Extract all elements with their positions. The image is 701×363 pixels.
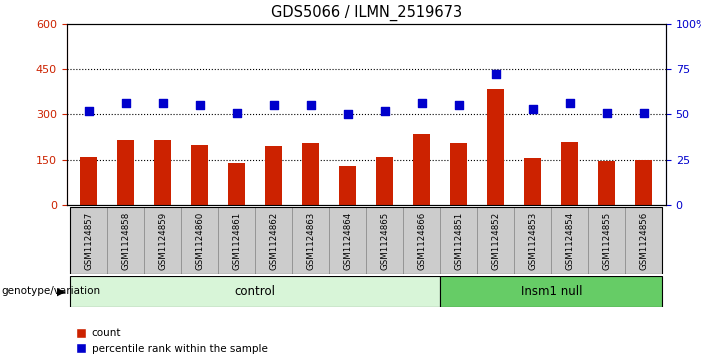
Bar xyxy=(635,160,652,205)
Bar xyxy=(599,161,615,205)
Text: GSM1124858: GSM1124858 xyxy=(121,211,130,270)
Bar xyxy=(266,146,282,205)
Text: GSM1124852: GSM1124852 xyxy=(491,211,501,270)
Point xyxy=(83,108,95,114)
Text: Insm1 null: Insm1 null xyxy=(521,285,582,298)
Bar xyxy=(524,158,541,205)
Text: control: control xyxy=(235,285,275,298)
Bar xyxy=(339,166,356,205)
Bar xyxy=(625,207,662,274)
Point xyxy=(601,110,613,115)
Text: GSM1124857: GSM1124857 xyxy=(84,211,93,270)
Legend: count, percentile rank within the sample: count, percentile rank within the sample xyxy=(72,324,271,358)
Point xyxy=(379,108,390,114)
Point xyxy=(564,101,576,106)
Point xyxy=(638,110,649,115)
Bar xyxy=(70,276,440,307)
Bar xyxy=(403,207,440,274)
Point xyxy=(231,110,243,115)
Bar xyxy=(588,207,625,274)
Point xyxy=(194,102,205,108)
Text: GSM1124864: GSM1124864 xyxy=(343,211,353,270)
Bar xyxy=(376,157,393,205)
Point xyxy=(305,102,316,108)
Point xyxy=(342,111,353,117)
Text: GSM1124866: GSM1124866 xyxy=(417,211,426,270)
Bar xyxy=(366,207,403,274)
Text: GSM1124863: GSM1124863 xyxy=(306,211,315,270)
Bar xyxy=(477,207,515,274)
Bar xyxy=(255,207,292,274)
Title: GDS5066 / ILMN_2519673: GDS5066 / ILMN_2519673 xyxy=(271,5,462,21)
Bar xyxy=(154,140,171,205)
Bar xyxy=(562,142,578,205)
Bar xyxy=(218,207,255,274)
Bar xyxy=(229,163,245,205)
Text: GSM1124859: GSM1124859 xyxy=(158,211,168,270)
Point xyxy=(416,101,428,106)
Bar xyxy=(440,276,662,307)
Bar xyxy=(487,89,504,205)
Text: ▶: ▶ xyxy=(57,286,66,296)
Point xyxy=(268,102,280,108)
Text: GSM1124856: GSM1124856 xyxy=(639,211,648,270)
Text: GSM1124865: GSM1124865 xyxy=(380,211,389,270)
Text: GSM1124855: GSM1124855 xyxy=(602,211,611,270)
Bar xyxy=(515,207,551,274)
Text: GSM1124862: GSM1124862 xyxy=(269,211,278,270)
Point xyxy=(453,102,464,108)
Bar xyxy=(81,157,97,205)
Text: GSM1124861: GSM1124861 xyxy=(232,211,241,270)
Text: GSM1124853: GSM1124853 xyxy=(529,211,537,270)
Bar xyxy=(451,143,467,205)
Text: GSM1124854: GSM1124854 xyxy=(565,211,574,270)
Point xyxy=(490,72,501,77)
Bar xyxy=(191,144,208,205)
Point xyxy=(157,101,168,106)
Bar xyxy=(329,207,366,274)
Bar xyxy=(414,134,430,205)
Text: GSM1124851: GSM1124851 xyxy=(454,211,463,270)
Point xyxy=(120,101,131,106)
Bar xyxy=(70,207,107,274)
Bar xyxy=(551,207,588,274)
Bar xyxy=(440,207,477,274)
Bar xyxy=(292,207,329,274)
Point xyxy=(527,106,538,112)
Bar xyxy=(144,207,182,274)
Bar xyxy=(302,143,319,205)
Bar xyxy=(182,207,218,274)
Text: genotype/variation: genotype/variation xyxy=(1,286,100,296)
Bar xyxy=(107,207,144,274)
Text: GSM1124860: GSM1124860 xyxy=(196,211,204,270)
Bar xyxy=(118,140,134,205)
